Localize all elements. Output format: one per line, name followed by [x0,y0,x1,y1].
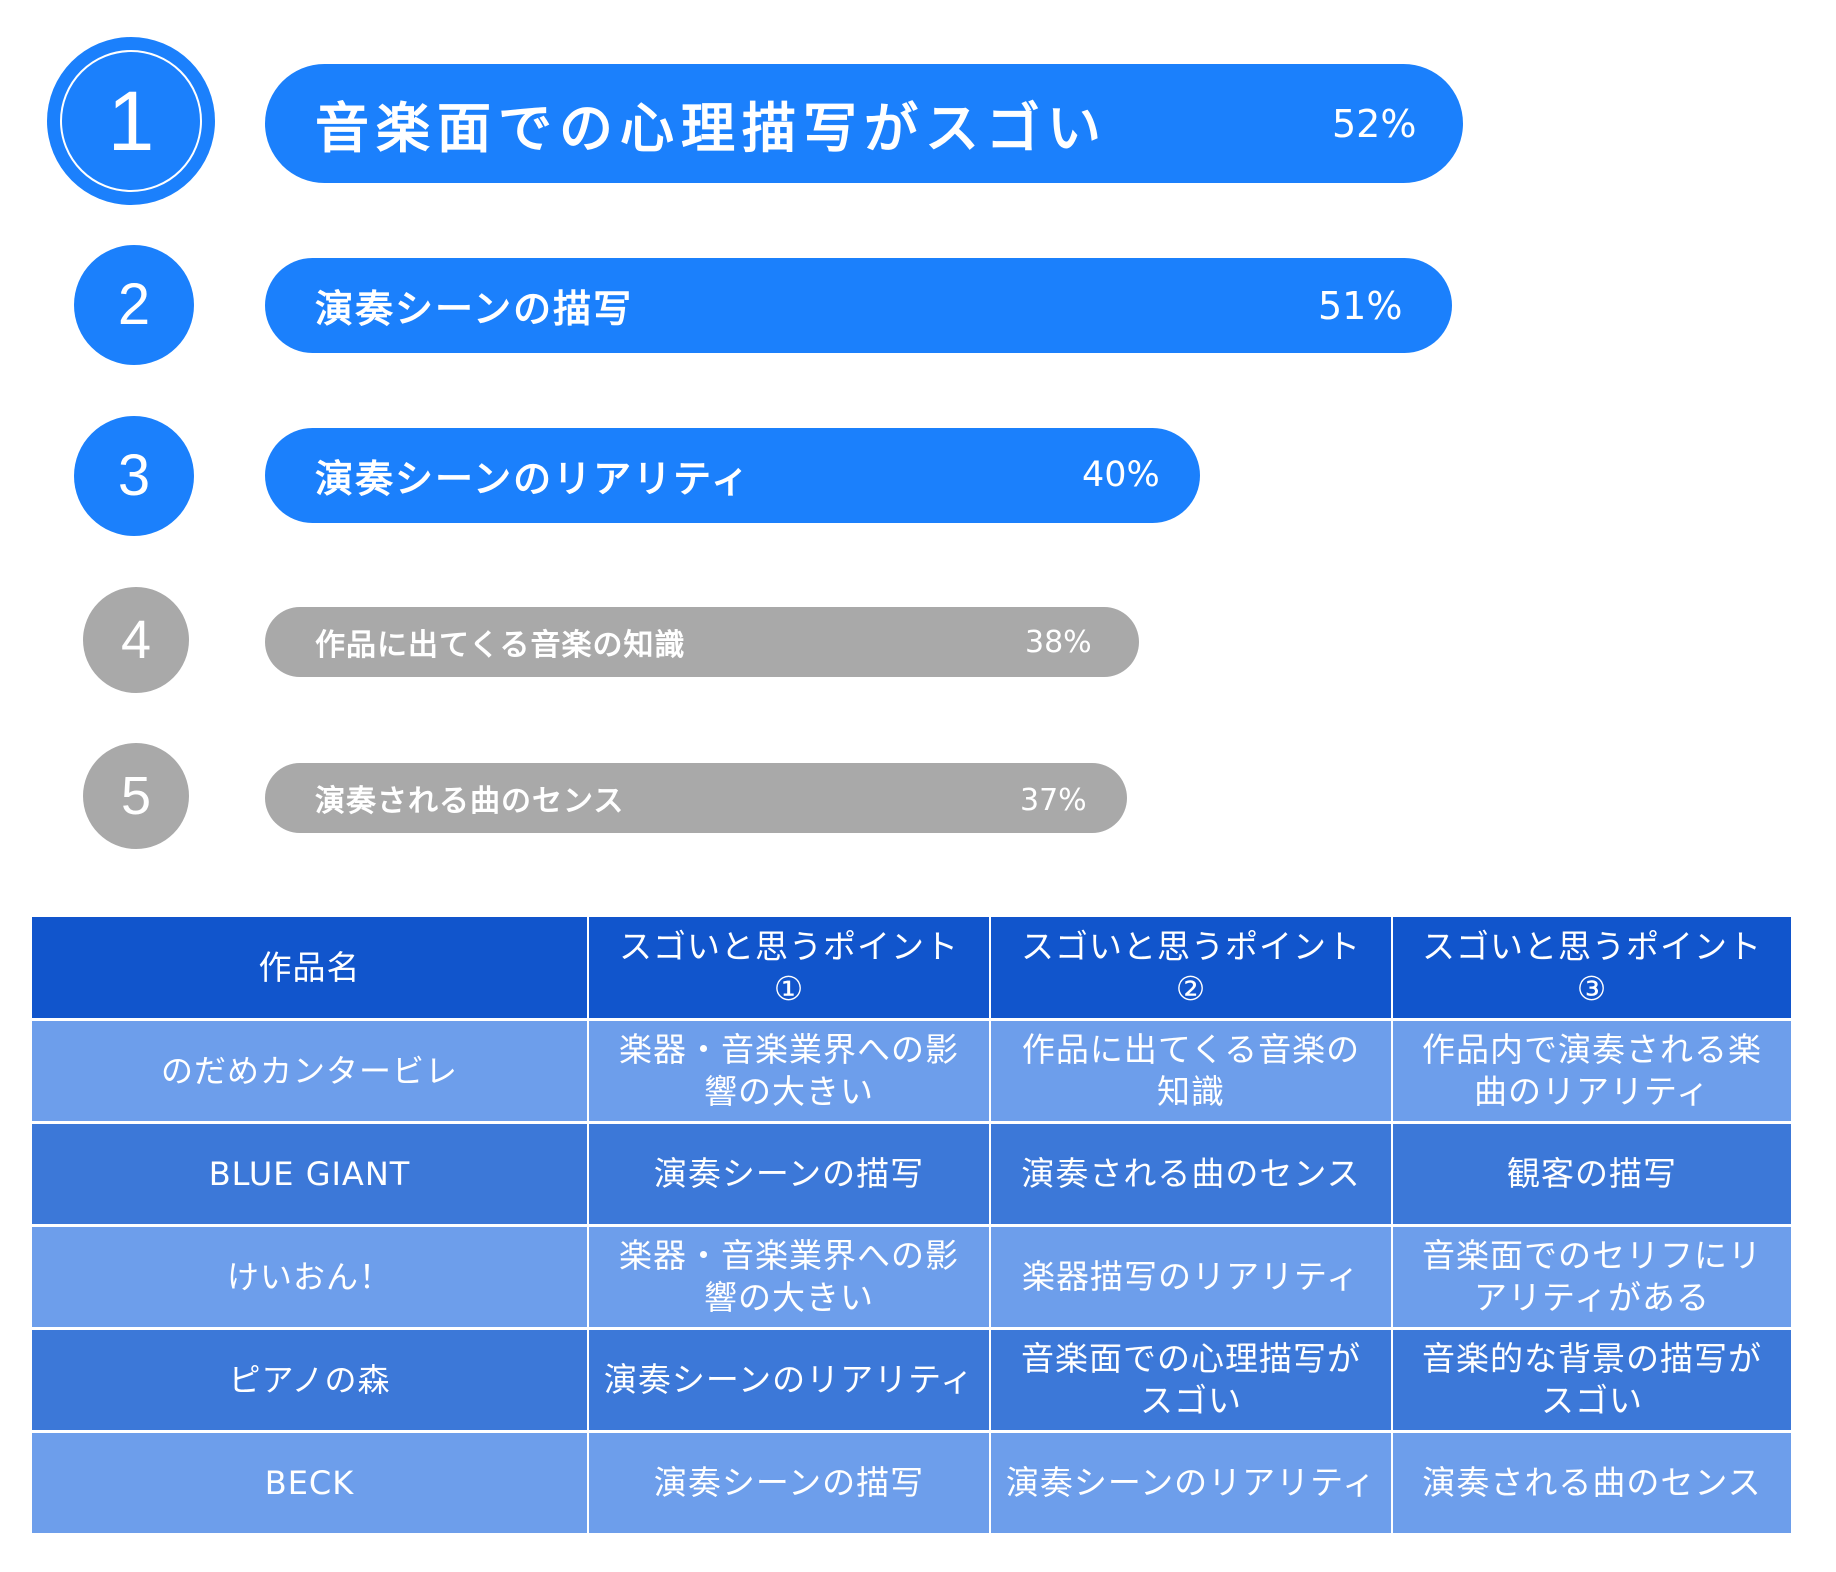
table-row: のだめカンタービレ 楽器・音楽業界への影響の大きい 作品に出てくる音楽の知識 作… [32,1021,1791,1121]
point-1: 演奏シーンの描写 [589,1124,989,1224]
ranking-bar-4: 作品に出てくる音楽の知識 38% [265,607,1139,677]
table-row: けいおん！ 楽器・音楽業界への影響の大きい 楽器描写のリアリティ 音楽面でのセリ… [32,1227,1791,1327]
point-1: 楽器・音楽業界への影響の大きい [589,1227,989,1327]
point-3: 作品内で演奏される楽曲のリアリティ [1393,1021,1791,1121]
rank-badge-ring [60,50,202,192]
rank-number: 3 [117,443,151,508]
point-2: 演奏される曲のセンス [991,1124,1391,1224]
point-3: 音楽的な背景の描写がスゴい [1393,1330,1791,1430]
point-3: 音楽面でのセリフにリアリティがある [1393,1227,1791,1327]
header-point-1: スゴいと思うポイント ① [589,917,989,1018]
work-title: のだめカンタービレ [32,1021,587,1121]
ranking-bar-3: 演奏シーンのリアリティ 40% [265,428,1200,523]
rank-badge-4: 4 [83,587,189,693]
point-3: 演奏される曲のセンス [1393,1433,1791,1533]
work-title: けいおん！ [32,1227,587,1327]
ranking-label: 音楽面での心理描写がスゴい [315,97,1108,160]
point-1: 演奏シーンのリアリティ [589,1330,989,1430]
point-3: 観客の描写 [1393,1124,1791,1224]
rank-number: 4 [120,610,152,670]
point-2: 演奏シーンのリアリティ [991,1433,1391,1533]
point-1: 楽器・音楽業界への影響の大きい [589,1021,989,1121]
table-row: BLUE GIANT 演奏シーンの描写 演奏される曲のセンス 観客の描写 [32,1124,1791,1224]
rank-badge-2: 2 [74,245,194,365]
ranking-percent: 40% [1082,455,1160,495]
ranking-label: 演奏される曲のセンス [315,784,625,819]
rank-badge-1: 1 [47,37,215,205]
works-comparison-table: 作品名 スゴいと思うポイント ① スゴいと思うポイント ② スゴいと思うポイント… [32,917,1791,1536]
ranking-percent: 51% [1318,284,1403,328]
ranking-bar-2: 演奏シーンの描写 51% [265,258,1452,353]
ranking-percent: 37% [1020,783,1087,818]
rank-number: 2 [117,272,151,337]
point-2: 作品に出てくる音楽の知識 [991,1021,1391,1121]
rank-badge-3: 3 [74,416,194,536]
table-header-row: 作品名 スゴいと思うポイント ① スゴいと思うポイント ② スゴいと思うポイント… [32,917,1791,1018]
ranking-bar-5: 演奏される曲のセンス 37% [265,763,1127,833]
ranking-percent: 52% [1332,102,1417,146]
rank-number: 5 [120,766,152,826]
work-title: BECK [32,1433,587,1533]
work-title: BLUE GIANT [32,1124,587,1224]
ranking-bar-1: 音楽面での心理描写がスゴい 52% [265,64,1463,183]
work-title: ピアノの森 [32,1330,587,1430]
rank-badge-5: 5 [83,743,189,849]
ranking-label: 演奏シーンのリアリティ [315,457,751,501]
table-row: BECK 演奏シーンの描写 演奏シーンのリアリティ 演奏される曲のセンス [32,1433,1791,1533]
ranking-percent: 38% [1025,625,1092,660]
point-2: 音楽面での心理描写がスゴい [991,1330,1391,1430]
point-2: 楽器描写のリアリティ [991,1227,1391,1327]
ranking-label: 作品に出てくる音楽の知識 [315,628,686,663]
header-point-2: スゴいと思うポイント ② [991,917,1391,1018]
header-title: 作品名 [32,917,587,1018]
table-row: ピアノの森 演奏シーンのリアリティ 音楽面での心理描写がスゴい 音楽的な背景の描… [32,1330,1791,1430]
ranking-label: 演奏シーンの描写 [315,287,634,331]
point-1: 演奏シーンの描写 [589,1433,989,1533]
header-point-3: スゴいと思うポイント ③ [1393,917,1791,1018]
